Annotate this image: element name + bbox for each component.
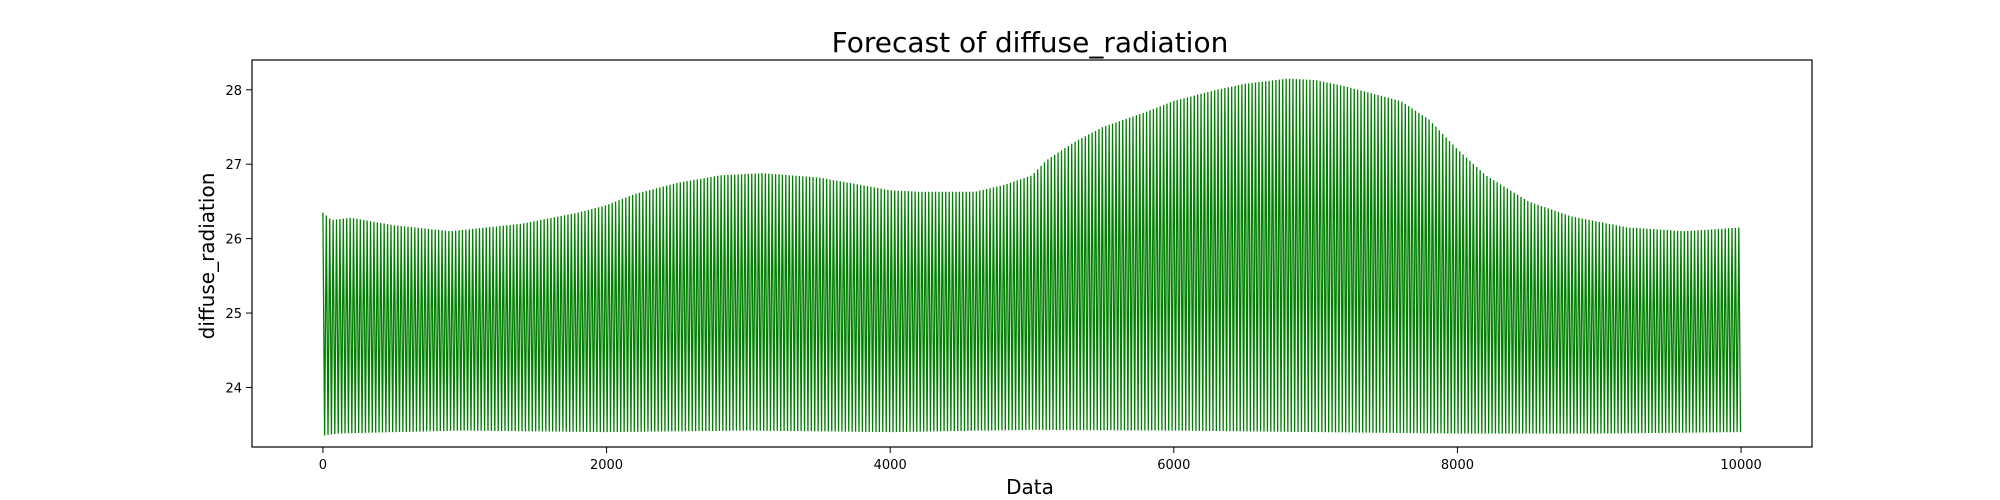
y-tick-label: 26 [225,233,242,248]
x-tick-label: 0 [319,458,327,473]
chart-title: Forecast of diffuse_radiation [832,26,1229,59]
x-tick-label: 4000 [874,458,907,473]
x-axis: 0 2000 4000 6000 8000 10000 [319,447,1762,473]
x-axis-title: Data [1006,475,1054,499]
y-axis-title: diffuse_radiation [195,173,219,340]
y-tick-label: 27 [225,158,242,173]
y-tick-label: 28 [225,84,242,99]
y-tick-label: 25 [225,307,242,322]
x-tick-label: 6000 [1157,458,1190,473]
x-tick-label: 2000 [590,458,623,473]
plot-area [322,78,1742,436]
x-tick-label: 10000 [1720,458,1761,473]
series-line [322,78,1742,436]
y-axis: 24 25 26 27 28 [225,84,252,396]
x-tick-label: 8000 [1441,458,1474,473]
y-tick-label: 24 [225,381,242,396]
plot-frame [251,59,1813,448]
